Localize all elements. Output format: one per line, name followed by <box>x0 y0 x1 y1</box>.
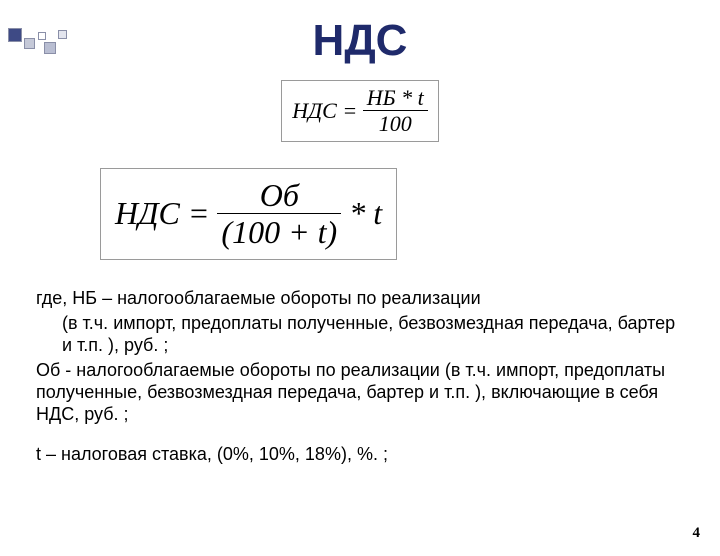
formula-2-tail: * t <box>349 195 382 232</box>
explanation-text: где, НБ – налогооблагаемые обороты по ре… <box>36 288 684 466</box>
formula-2-numerator: Об <box>217 177 341 215</box>
formula-2: НДС = Об (100 + t) * t <box>100 168 397 261</box>
decor-square <box>38 32 46 40</box>
slide-title: НДС <box>0 16 720 66</box>
text-line: где, НБ – налогооблагаемые обороты по ре… <box>36 288 684 310</box>
formula-2-left: НДС <box>115 195 180 231</box>
decor-square <box>58 30 67 39</box>
text-line: (в т.ч. импорт, предоплаты полученные, б… <box>36 313 684 357</box>
decor-square <box>44 42 56 54</box>
formula-1-container: НДС = НБ * t 100 <box>0 80 720 142</box>
text-line: Об - налогооблагаемые обороты по реализа… <box>36 360 684 426</box>
formula-2-container: НДС = Об (100 + t) * t <box>100 168 720 261</box>
decor-square <box>8 28 22 42</box>
formula-1-numerator: НБ * t <box>363 85 428 111</box>
formula-1-denominator: 100 <box>363 111 428 136</box>
formula-1-left: НДС <box>292 98 337 123</box>
text-line: t – налоговая ставка, (0%, 10%, 18%), %.… <box>36 444 684 466</box>
formula-2-denominator: (100 + t) <box>217 214 341 251</box>
decor-square <box>24 38 35 49</box>
page-number: 4 <box>693 525 701 542</box>
formula-1: НДС = НБ * t 100 <box>281 80 438 142</box>
